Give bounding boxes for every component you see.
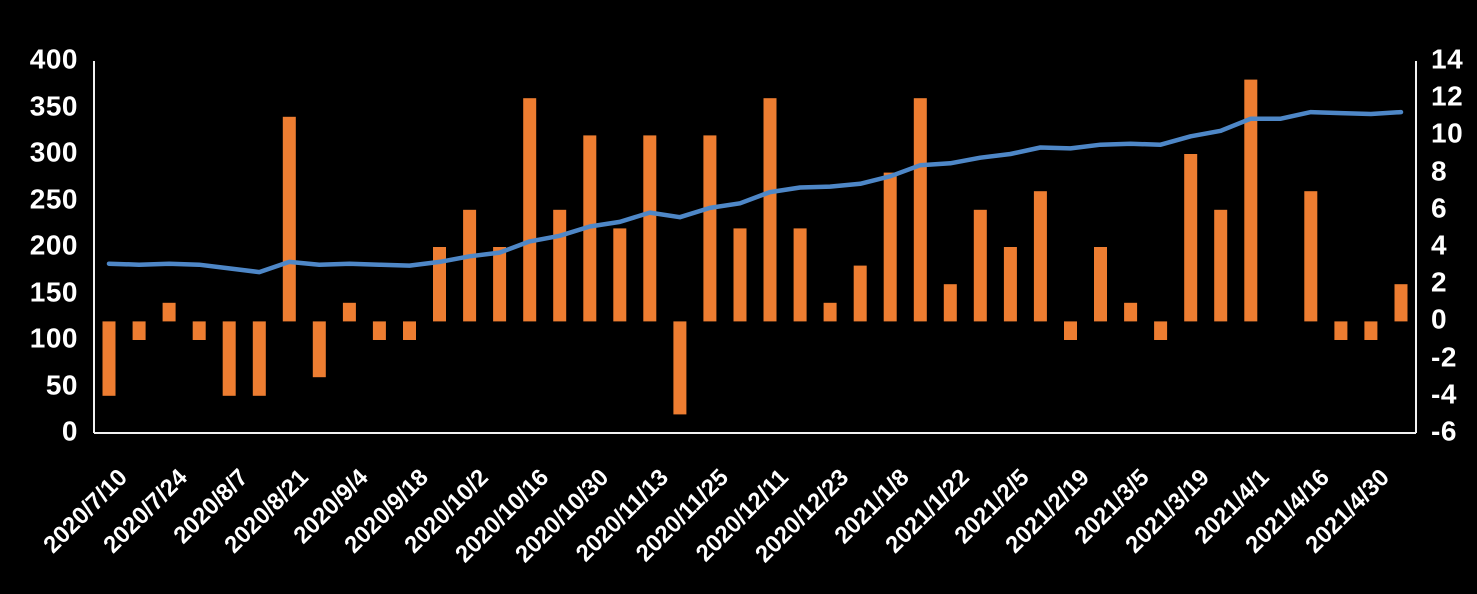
bar [1064,321,1077,340]
bar [943,284,957,322]
left-axis-tick-label: 200 [29,229,78,261]
bar [883,172,897,322]
bar [793,228,807,322]
bar [1094,247,1107,322]
right-axis-tick-label: 0 [1431,304,1448,336]
left-axis-tick-label: 100 [29,322,78,354]
bar [1304,191,1318,322]
right-axis-tick-label: 4 [1431,229,1448,261]
bar [913,98,927,322]
bar [613,228,627,322]
bar [403,321,416,340]
bar [463,209,477,322]
right-axis-tick-label: 12 [1431,80,1464,112]
bar [1334,321,1348,340]
bar [733,228,747,322]
bar [823,302,837,322]
bar [973,209,987,322]
bar [1214,209,1228,322]
bar [1154,321,1168,340]
left-axis-tick-label: 250 [29,183,78,215]
left-axis-tick-label: 350 [29,90,78,122]
bar [763,98,777,322]
bar [1124,302,1138,322]
trend-line [106,109,1404,275]
bar [553,209,567,322]
left-axis-tick-label: 0 [61,415,78,447]
right-axis-tick-label: 10 [1431,118,1464,150]
right-axis-tick-label: 14 [1431,43,1464,75]
bar [1244,79,1258,322]
bar [282,116,296,322]
bar [342,302,356,322]
right-axis-tick-label: -6 [1431,415,1457,447]
bar [523,98,537,322]
right-axis-tick-label: 8 [1431,155,1448,187]
left-axis-tick-label: 50 [45,369,78,401]
bar [132,321,146,340]
left-axis-tick-label: 150 [29,276,78,308]
left-axis-tick-label: 300 [29,136,78,168]
right-axis-tick-label: -4 [1431,378,1457,410]
bar [312,321,326,378]
bar [1394,284,1408,322]
bar [1003,247,1017,322]
bar [1033,191,1047,322]
right-axis-tick-label: -2 [1431,341,1457,373]
bar [1364,321,1378,340]
bar [433,247,446,322]
bar [372,321,386,340]
left-axis-tick-label: 400 [29,43,78,75]
bar [102,321,116,396]
bar [192,321,206,340]
bar [643,135,657,322]
bar [673,321,687,415]
bar [252,321,266,396]
bar [162,302,176,322]
bar [1184,154,1198,322]
bar [222,321,236,396]
right-axis-tick-label: 6 [1431,192,1448,224]
bar [853,265,867,322]
bar [493,247,507,322]
bar [703,135,717,322]
right-axis-tick-label: 2 [1431,266,1448,298]
